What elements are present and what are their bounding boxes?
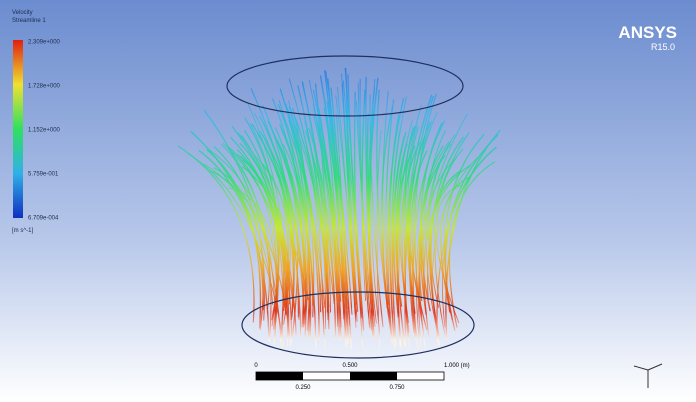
colorbar-label: 5.759e-001: [28, 172, 59, 178]
legend-title: Velocity: [12, 10, 33, 16]
scale-bar: [256, 372, 444, 380]
brand-name: ANSYS: [618, 23, 677, 42]
legend-unit: [m s^-1]: [12, 228, 33, 234]
scale-label: 0.250: [295, 385, 311, 391]
colorbar-label: 1.152e+000: [28, 128, 61, 134]
colorbar-label: 6.709e-004: [28, 216, 59, 222]
colorbar-label: 1.728e+000: [28, 84, 61, 90]
scale-label: 0.750: [389, 385, 405, 391]
scale-label: 0.500: [342, 363, 358, 369]
colorbar: [13, 40, 23, 218]
scene: Velocity Streamline 1 2.309e+000 1.728e+0…: [0, 0, 696, 402]
scale-segment: [350, 372, 397, 380]
legend-subtitle: Streamline 1: [12, 18, 46, 24]
scale-segment: [256, 372, 303, 380]
scale-label: 1.000 (m): [444, 363, 470, 369]
viewport: Velocity Streamline 1 2.309e+000 1.728e+0…: [0, 0, 696, 402]
colorbar-label: 2.309e+000: [28, 40, 61, 46]
brand-version: R15.0: [651, 42, 675, 52]
